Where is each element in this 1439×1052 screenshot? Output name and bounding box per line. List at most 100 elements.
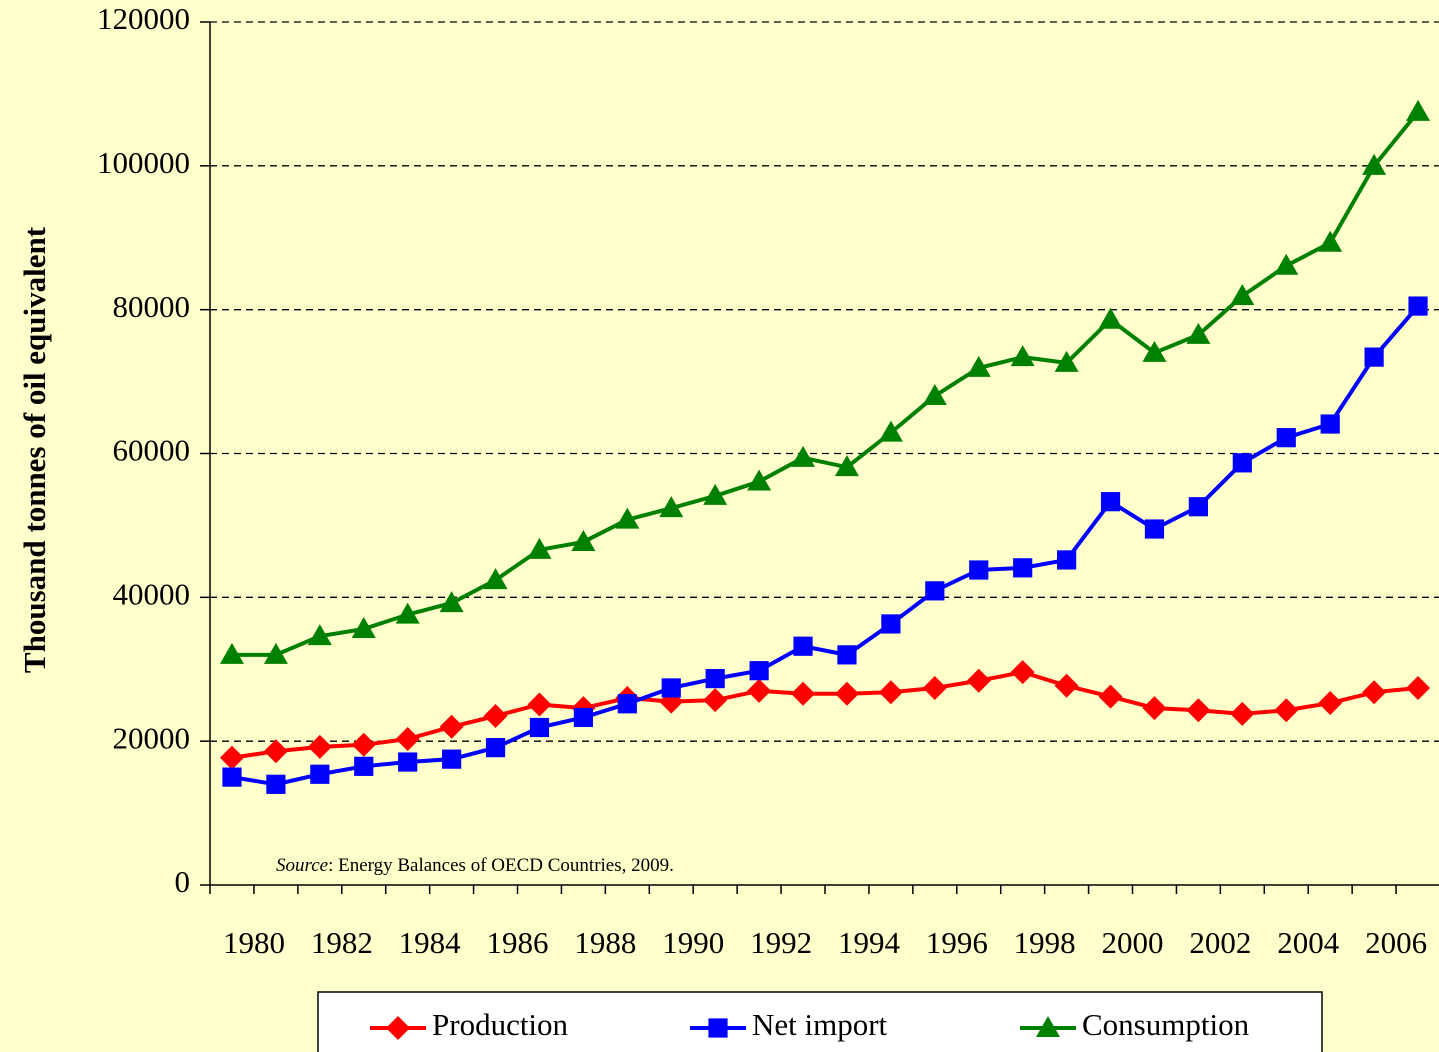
- marker: [1013, 558, 1033, 578]
- marker: [1010, 660, 1035, 685]
- marker: [1188, 497, 1208, 517]
- marker: [263, 739, 288, 764]
- series-line: [231, 110, 1420, 657]
- series-line: [231, 670, 1419, 760]
- x-tick-label: 2002: [1189, 925, 1251, 960]
- x-tick-label: 1990: [662, 925, 724, 960]
- marker: [1142, 340, 1167, 362]
- x-tick-label: 1986: [487, 925, 549, 960]
- marker: [1186, 698, 1211, 723]
- y-axis-label: Thousand tonnes of oil equivalent: [17, 226, 52, 673]
- marker: [395, 727, 420, 752]
- marker: [351, 732, 376, 757]
- marker: [266, 774, 286, 794]
- marker: [1054, 673, 1079, 698]
- marker: [307, 734, 332, 759]
- x-tick-label: 1980: [223, 925, 285, 960]
- marker: [1274, 698, 1299, 723]
- marker: [1098, 307, 1123, 329]
- marker: [1318, 691, 1343, 716]
- marker: [1054, 350, 1079, 372]
- marker: [966, 355, 991, 377]
- marker: [793, 636, 813, 656]
- marker: [573, 707, 593, 728]
- marker: [1036, 1016, 1060, 1037]
- marker: [386, 1016, 410, 1040]
- marker: [439, 591, 464, 613]
- legend-label: Consumption: [1082, 1007, 1250, 1042]
- marker: [615, 507, 640, 529]
- x-tick-label: 1988: [574, 925, 636, 960]
- marker: [703, 483, 728, 505]
- marker: [878, 680, 903, 705]
- x-tick-label: 1996: [926, 925, 988, 960]
- marker: [878, 420, 903, 442]
- marker: [747, 469, 772, 491]
- marker: [837, 645, 857, 665]
- x-tick-label: 1998: [1014, 925, 1076, 960]
- marker: [791, 445, 816, 467]
- marker: [1230, 701, 1255, 726]
- y-tick-label: 80000: [113, 289, 191, 324]
- y-tick-label: 60000: [113, 433, 191, 468]
- marker: [219, 642, 244, 664]
- marker: [310, 764, 330, 784]
- marker: [1142, 696, 1167, 721]
- marker: [922, 383, 947, 405]
- y-tick-label: 0: [175, 864, 191, 899]
- marker: [617, 694, 637, 714]
- marker: [1230, 284, 1255, 306]
- marker: [969, 560, 989, 580]
- x-tick-label: 1994: [838, 925, 901, 960]
- marker: [219, 745, 244, 770]
- marker: [708, 1018, 728, 1038]
- marker: [922, 675, 947, 700]
- marker: [222, 767, 242, 787]
- marker: [395, 602, 420, 624]
- marker: [791, 681, 816, 706]
- marker: [1098, 684, 1123, 709]
- marker: [354, 756, 374, 776]
- source-label: Source: [276, 855, 328, 876]
- marker: [834, 681, 859, 706]
- source-text: : Energy Balances of OECD Countries, 200…: [328, 855, 674, 876]
- x-tick-label: 2000: [1102, 925, 1164, 960]
- marker: [703, 688, 728, 713]
- marker: [1100, 492, 1121, 512]
- source-note: Source: Energy Balances of OECD Countrie…: [276, 855, 674, 876]
- marker: [1274, 253, 1299, 275]
- marker: [925, 581, 945, 601]
- marker: [966, 668, 991, 693]
- marker: [307, 624, 332, 646]
- legend-box: [317, 991, 1323, 1052]
- marker: [483, 568, 508, 590]
- marker: [1320, 414, 1340, 434]
- y-tick-label: 40000: [113, 576, 191, 611]
- marker: [529, 717, 550, 738]
- x-tick-label: 1984: [399, 925, 462, 960]
- marker: [747, 678, 772, 703]
- marker: [527, 537, 552, 559]
- y-tick-label: 120000: [97, 1, 190, 36]
- x-tick-label: 2004: [1277, 925, 1340, 960]
- marker: [439, 714, 464, 739]
- marker: [1232, 453, 1252, 473]
- marker: [881, 614, 901, 634]
- y-tick-label: 100000: [97, 145, 190, 180]
- marker: [1276, 428, 1296, 448]
- marker: [351, 616, 376, 638]
- x-tick-label: 1982: [311, 925, 373, 960]
- x-tick-label: 2006: [1365, 925, 1427, 960]
- marker: [527, 692, 552, 717]
- marker: [1362, 153, 1387, 175]
- marker: [1057, 550, 1077, 570]
- marker: [749, 661, 769, 681]
- marker: [1144, 519, 1165, 539]
- marker: [1408, 296, 1428, 316]
- marker: [1364, 347, 1384, 367]
- legend-label: Production: [432, 1007, 569, 1042]
- marker: [483, 703, 508, 728]
- marker: [571, 529, 596, 551]
- x-tick-label: 1992: [750, 925, 812, 960]
